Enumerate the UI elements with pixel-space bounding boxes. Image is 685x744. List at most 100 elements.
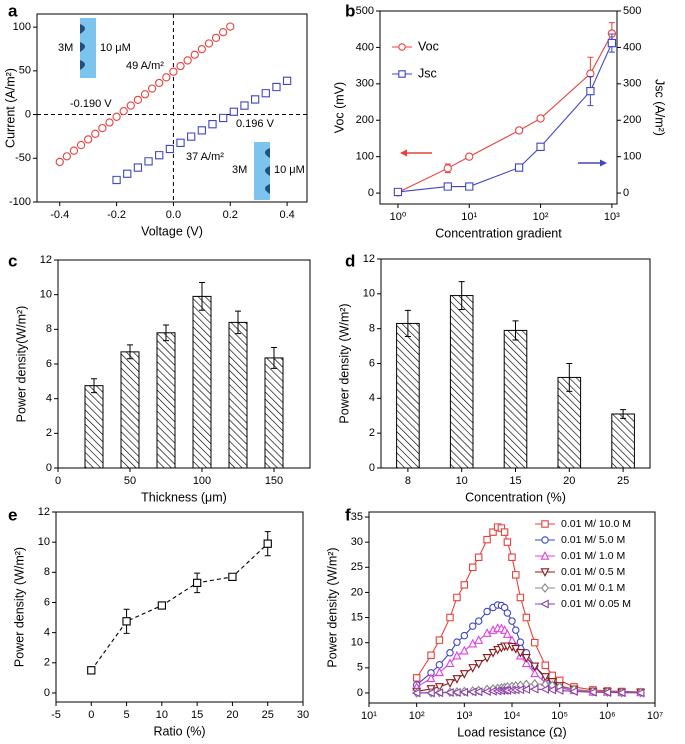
marker (219, 28, 228, 37)
marker (434, 667, 444, 677)
y-tick-label: 12 (40, 254, 52, 266)
panel-label: d (345, 251, 355, 270)
error-bar (404, 309, 411, 338)
y-tick-label: 10 (351, 637, 363, 649)
marker (112, 112, 121, 121)
marker (502, 629, 512, 638)
marker (569, 686, 578, 696)
error-bar (566, 363, 573, 392)
marker (282, 76, 292, 85)
plot-frame (379, 10, 618, 205)
y-tick-label: 0 (46, 462, 52, 474)
marker (240, 101, 249, 110)
marker (482, 654, 492, 663)
marker (452, 675, 462, 684)
x-tick-label: 30 (297, 709, 309, 721)
marker (197, 126, 206, 135)
marker (187, 132, 196, 141)
marker (122, 617, 131, 626)
x-tick-label: 150 (265, 475, 283, 487)
marker (219, 113, 228, 123)
arrow (578, 159, 607, 167)
marker (157, 601, 167, 610)
y-tick-label: 20 (351, 586, 363, 598)
legend-label: Voc (418, 39, 439, 53)
marker (465, 152, 474, 161)
marker (459, 687, 469, 697)
marker (540, 673, 550, 682)
annotation: 49 A/m² (126, 60, 164, 72)
x-tick-label: 10⁵ (551, 710, 568, 722)
marker (515, 648, 525, 658)
y-axis-label: Power density (W/m²) (325, 547, 339, 667)
marker (530, 638, 539, 647)
marker (446, 648, 454, 657)
marker (443, 182, 452, 191)
marker (548, 671, 557, 680)
y2-tick-label: 100 (623, 151, 641, 163)
x-tick-label: -0.4 (50, 209, 69, 221)
marker (62, 152, 71, 161)
marker (426, 688, 435, 698)
x-tick-label: 25 (617, 475, 629, 487)
marker (488, 648, 498, 658)
marker (521, 658, 531, 668)
y-tick-label: 5 (357, 662, 363, 674)
marker (508, 617, 516, 625)
y-tick-label: 0 (25, 108, 31, 120)
y-tick-label: 200 (356, 114, 374, 126)
legend-label: 0.01 M/ 10.0 M (561, 518, 631, 530)
marker (541, 536, 549, 544)
x-tick-label: 10³ (456, 710, 472, 722)
y-tick-label: 15 (351, 611, 363, 623)
inset-channel (80, 18, 96, 78)
marker (483, 607, 491, 616)
series-line (90, 543, 269, 671)
marker (536, 114, 545, 123)
y-tick-label: -100 (9, 196, 31, 208)
panel: c 0 50 100 150 0 2 4 6 8 10 12 Thickness (μm) Power d… (8, 251, 311, 504)
marker (176, 138, 185, 147)
x-axis-label: Load resistance (Ω) (457, 725, 566, 739)
legend-label: 0.01 M/ 5.0 M (561, 534, 625, 546)
legend-label: 0.01 M/ 0.5 M (561, 566, 625, 578)
x-tick-label: 10¹ (461, 211, 477, 223)
marker (607, 38, 617, 48)
y-tick-label: 35 (351, 511, 363, 523)
annotation: 3M (58, 42, 73, 54)
error-bar (127, 344, 133, 360)
x-tick-label: 15 (509, 475, 521, 487)
error-bar (620, 409, 627, 419)
marker (140, 90, 150, 99)
marker (147, 84, 157, 93)
y-tick-label: 400 (356, 41, 374, 53)
y-tick-label: 100 (356, 151, 374, 163)
x-tick-label: 0.2 (223, 209, 238, 221)
x-tick-label: 0.4 (279, 209, 294, 221)
marker (398, 70, 406, 78)
marker (516, 593, 525, 602)
marker (460, 631, 469, 640)
marker (616, 688, 626, 698)
marker (155, 151, 164, 160)
marker (508, 553, 516, 561)
y-axis-label: Power density (W/m²) (12, 547, 26, 667)
x-tick-label: 10² (533, 211, 549, 223)
y-tick-label: 100 (13, 21, 31, 33)
marker (197, 45, 206, 54)
x-tick-label: 10⁶ (599, 710, 616, 722)
marker (547, 685, 557, 695)
plot-frame (55, 511, 304, 703)
y2-tick-label: 500 (623, 5, 641, 17)
y-tick-label: 25 (351, 561, 363, 573)
marker (434, 683, 444, 692)
marker (514, 126, 524, 135)
marker (261, 89, 270, 98)
legend-label: 0.01 M/ 0.05 M (561, 598, 631, 610)
legend-label: 0.01 M/ 1.0 M (561, 550, 625, 562)
marker (453, 593, 461, 602)
error-bar (91, 378, 97, 394)
marker (411, 688, 421, 698)
marker (434, 688, 444, 698)
marker (468, 622, 477, 630)
